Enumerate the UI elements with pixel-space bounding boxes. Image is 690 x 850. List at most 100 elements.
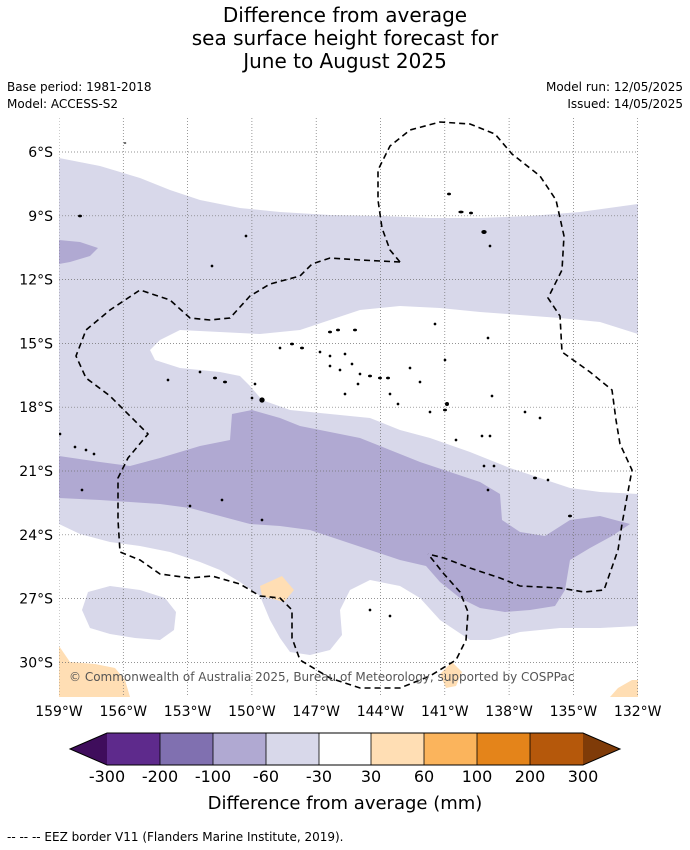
island <box>59 432 62 436</box>
island <box>350 362 354 366</box>
anomaly-light-south-blob <box>82 586 176 640</box>
island <box>418 380 422 384</box>
lon-label: 156°W <box>100 704 148 720</box>
island <box>482 464 486 468</box>
colorbar-dividers <box>159 733 531 765</box>
anomaly-orange-southwest <box>59 646 130 697</box>
colorbar-tick-label: -100 <box>195 767 231 786</box>
lat-label: 18°S <box>19 400 53 416</box>
anomaly-medium-west-patch <box>59 240 98 264</box>
colorbar-swatch-m100 <box>160 733 213 765</box>
island <box>408 366 412 370</box>
island <box>336 328 340 332</box>
island <box>80 488 84 492</box>
colorbar-tick-label: -60 <box>253 767 279 786</box>
model-name: Model: ACCESS-S2 <box>7 97 119 111</box>
meta-right: Model run: 12/05/2025 Issued: 14/05/2025 <box>546 79 683 113</box>
island <box>386 376 390 380</box>
lat-label: 27°S <box>19 592 53 608</box>
island <box>338 368 342 372</box>
island <box>568 514 572 518</box>
lon-label: 144°W <box>357 704 405 720</box>
eez-border-west <box>75 257 469 689</box>
eez-borders <box>75 121 633 689</box>
island <box>546 478 550 482</box>
island <box>388 392 392 396</box>
title-line-1: Difference from average <box>222 3 468 27</box>
anomaly-orange-small <box>260 576 294 602</box>
lon-label: 153°W <box>164 704 212 720</box>
colorbar-tick-label: 300 <box>568 767 599 786</box>
island <box>123 142 127 144</box>
island <box>343 352 347 356</box>
lon-label: 147°W <box>292 704 340 720</box>
colorbar-tick-label: 30 <box>361 767 381 786</box>
island <box>198 370 202 374</box>
island <box>447 192 451 196</box>
colorbar: -300 -200 -100 -60 -30 30 60 100 200 300 Differen… <box>68 732 622 814</box>
colorbar-tick-labels: -300 -200 -100 -60 -30 30 60 100 200 300 <box>89 767 598 786</box>
island <box>486 336 490 340</box>
colorbar-swatch-0 <box>319 733 371 765</box>
island <box>443 408 447 412</box>
island <box>358 372 362 376</box>
latitude-labels: 6°S 9°S 12°S 15°S 18°S 21°S 24°S 27°S 30°S <box>19 145 53 671</box>
island <box>244 234 248 238</box>
lat-label: 9°S <box>28 209 53 225</box>
island <box>433 322 437 326</box>
colorbar-tick-label: -30 <box>306 767 332 786</box>
title-line-3: June to August 2025 <box>243 49 447 73</box>
island <box>368 374 372 378</box>
island <box>223 380 227 384</box>
island <box>533 476 537 480</box>
title-line-2: sea surface height forecast for <box>191 26 499 50</box>
island <box>443 358 447 362</box>
island <box>220 498 224 502</box>
island <box>78 214 82 218</box>
island <box>488 244 492 248</box>
colorbar-extend-low <box>70 733 107 765</box>
colorbar-tick-label: 60 <box>414 767 434 786</box>
issued-date: Issued: 14/05/2025 <box>567 97 683 111</box>
island <box>300 346 304 350</box>
lat-label: 21°S <box>19 464 53 480</box>
base-period: Base period: 1981-2018 <box>7 80 152 94</box>
island <box>388 614 392 618</box>
colorbar-swatch-m60 <box>213 733 266 765</box>
island <box>428 410 432 414</box>
island <box>481 230 487 234</box>
colorbar-extend-high <box>583 733 620 765</box>
lon-label: 135°W <box>550 704 598 720</box>
colorbar-swatch-200 <box>530 733 583 765</box>
colorbar-swatch-30 <box>371 733 424 765</box>
eez-footnote: -- -- -- EEZ border V11 (Flanders Marine… <box>7 830 344 844</box>
island <box>259 397 265 403</box>
lat-label: 24°S <box>19 528 53 544</box>
anomaly-orange-southeast <box>610 680 638 697</box>
island <box>480 434 484 438</box>
island <box>92 452 96 456</box>
island <box>328 330 332 334</box>
island <box>260 518 264 522</box>
lat-label: 12°S <box>19 273 53 289</box>
lon-label: 138°W <box>485 704 533 720</box>
island <box>213 376 217 380</box>
island <box>356 382 360 386</box>
chart-title: Difference from average sea surface heig… <box>0 4 690 73</box>
island <box>343 392 347 396</box>
colorbar-outline <box>68 732 622 766</box>
island <box>353 328 357 332</box>
anomaly-orange-south-center <box>440 662 462 688</box>
colorbar-label: Difference from average (mm) <box>208 793 483 814</box>
island <box>445 402 449 406</box>
lon-label: 159°W <box>35 704 83 720</box>
colorbar-swatch-100 <box>477 733 530 765</box>
island <box>188 504 192 508</box>
island <box>84 448 88 452</box>
meta-left: Base period: 1981-2018 Model: ACCESS-S2 <box>7 79 152 113</box>
island <box>396 402 400 406</box>
longitude-labels: 159°W 156°W 153°W 150°W 147°W 144°W 141°W 138°W… <box>35 704 661 720</box>
island <box>458 210 464 214</box>
lon-label: 132°W <box>614 704 662 720</box>
